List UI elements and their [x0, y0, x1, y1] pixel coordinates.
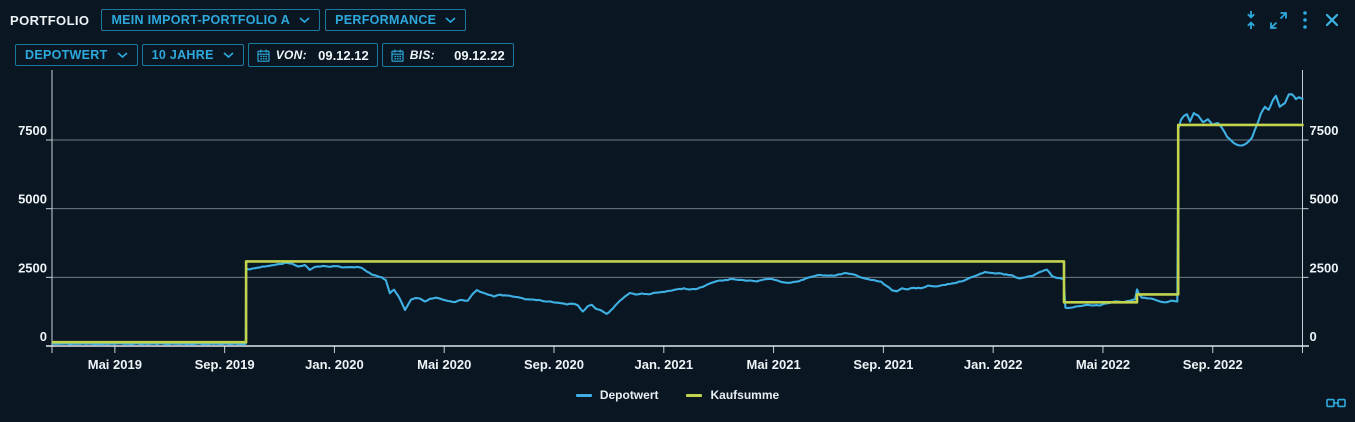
y-tick-label: 5000 [18, 192, 47, 207]
legend-item-depotwert: Depotwert [575, 388, 659, 402]
link-icon[interactable] [1326, 392, 1346, 414]
x-tick-label: Sep. 2021 [853, 357, 913, 372]
window-controls [1241, 9, 1342, 31]
header-row: PORTFOLIO MEIN IMPORT-PORTFOLIO A PERFOR… [10, 9, 467, 31]
x-tick-label: Sep. 2019 [195, 357, 255, 372]
date-from-label: VON: [275, 48, 307, 62]
x-tick-label: Jan. 2021 [635, 357, 694, 372]
legend: Depotwert Kaufsumme [0, 388, 1355, 402]
axis-labels: 0 0 2500 2500 5000 5000 7500 7500 Mai 2019 Sep. 2… [18, 123, 1338, 372]
date-from-field[interactable]: VON: 09.12.12 [247, 43, 378, 67]
legend-label-kaufsumme: Kaufsumme [710, 388, 780, 402]
y-tick-label: 7500 [1310, 123, 1339, 138]
range-dropdown-value: 10 JAHRE [151, 48, 214, 62]
portfolio-label: PORTFOLIO [10, 12, 90, 28]
fullscreen-icon[interactable] [1268, 9, 1288, 31]
date-to-field[interactable]: BIS: 09.12.22 [381, 43, 514, 67]
range-dropdown[interactable]: 10 JAHRE [141, 44, 244, 66]
x-tick-label: Mai 2022 [1076, 357, 1130, 372]
x-tick-label: Jan. 2020 [305, 357, 364, 372]
y-tick-label: 0 [1310, 329, 1317, 344]
y-tick-label: 5000 [1310, 192, 1339, 207]
toolbar-row: DEPOTWERT 10 JAHRE VON: 09.12.12 [15, 43, 514, 67]
legend-item-kaufsumme: Kaufsumme [686, 388, 779, 402]
collapse-panel-icon[interactable] [1241, 9, 1261, 31]
performance-dropdown-value: PERFORMANCE [335, 13, 437, 27]
y-tick-label: 0 [40, 329, 47, 344]
date-to-value: 09.12.22 [454, 47, 505, 63]
x-tick-label: Mai 2021 [746, 357, 800, 372]
depotwert-dropdown[interactable]: DEPOTWERT [15, 44, 138, 66]
y-tick-label: 2500 [1310, 260, 1339, 275]
axes [46, 70, 1309, 353]
chevron-down-icon [117, 51, 128, 59]
x-tick-label: Jan. 2022 [964, 357, 1023, 372]
kebab-menu-icon[interactable] [1295, 9, 1315, 31]
depotwert-dropdown-value: DEPOTWERT [25, 48, 108, 62]
x-tick-label: Mai 2019 [88, 357, 142, 372]
chevron-down-icon [223, 51, 234, 59]
portfolio-dropdown[interactable]: MEIN IMPORT-PORTFOLIO A [101, 9, 321, 31]
performance-dropdown[interactable]: PERFORMANCE [325, 9, 467, 31]
y-tick-label: 7500 [18, 123, 47, 138]
chevron-down-icon [445, 16, 456, 24]
date-to-label: BIS: [409, 48, 435, 62]
series-depotwert [52, 93, 1304, 346]
y-tick-label: 2500 [18, 260, 47, 275]
legend-label-depotwert: Depotwert [599, 388, 659, 402]
calendar-icon [257, 49, 270, 62]
x-tick-label: Mai 2020 [417, 357, 471, 372]
grid [52, 139, 1303, 278]
portfolio-dropdown-value: MEIN IMPORT-PORTFOLIO A [111, 13, 291, 27]
series-kaufsumme [52, 123, 1304, 344]
x-tick-label: Sep. 2022 [1183, 357, 1243, 372]
x-tick-label: Sep. 2020 [524, 357, 584, 372]
legend-swatch-depotwert [575, 393, 592, 397]
calendar-icon [391, 49, 404, 62]
chevron-down-icon [299, 16, 310, 24]
date-from-value: 09.12.12 [318, 47, 369, 63]
series [52, 93, 1304, 346]
legend-swatch-kaufsumme [686, 393, 703, 397]
close-icon[interactable] [1322, 9, 1342, 31]
